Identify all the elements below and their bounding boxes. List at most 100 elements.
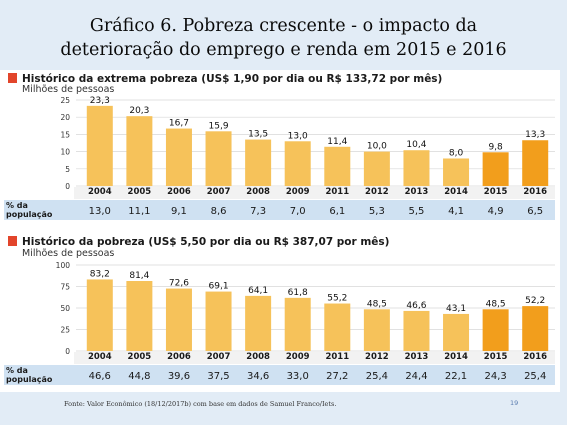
x-tick-label: 2011 bbox=[325, 352, 349, 362]
x-tick-label: 2016 bbox=[523, 187, 547, 197]
population-percent-value: 24,3 bbox=[484, 371, 506, 382]
bar bbox=[522, 306, 549, 351]
row-label: população bbox=[6, 375, 53, 384]
y-tick-label: 50 bbox=[60, 304, 70, 313]
x-tick-label: 2011 bbox=[325, 187, 349, 197]
slide-title: Gráfico 6. Pobreza crescente - o impacto… bbox=[0, 14, 567, 62]
population-percent-value: 44,8 bbox=[128, 371, 150, 382]
bar bbox=[403, 150, 430, 186]
bar bbox=[165, 288, 192, 351]
x-tick-label: 2006 bbox=[167, 352, 191, 362]
bar bbox=[522, 140, 549, 186]
bar-value-label: 10,4 bbox=[406, 140, 426, 150]
bar-value-label: 15,9 bbox=[209, 121, 229, 131]
y-tick-label: 100 bbox=[56, 261, 71, 270]
y-tick-label: 0 bbox=[65, 347, 70, 356]
population-percent-value: 22,1 bbox=[445, 371, 467, 382]
bar-value-label: 48,5 bbox=[486, 299, 506, 309]
bar bbox=[126, 280, 153, 351]
chart-title: Histórico da extrema pobreza (US$ 1,90 p… bbox=[22, 73, 442, 85]
population-percent-value: 24,4 bbox=[405, 371, 427, 382]
population-percent-value: 4,9 bbox=[488, 206, 504, 217]
bar-value-label: 20,3 bbox=[129, 106, 149, 116]
population-percent-value: 25,4 bbox=[366, 371, 388, 382]
population-row-band bbox=[4, 365, 555, 385]
population-percent-value: 46,6 bbox=[89, 371, 111, 382]
bar-value-label: 72,6 bbox=[169, 279, 189, 289]
bar bbox=[245, 295, 272, 351]
bar-value-label: 23,3 bbox=[90, 96, 110, 106]
bar-value-label: 43,1 bbox=[446, 304, 466, 314]
bar bbox=[165, 128, 192, 186]
bar bbox=[245, 139, 272, 186]
bar bbox=[363, 309, 390, 351]
bar bbox=[482, 152, 509, 186]
bar bbox=[482, 309, 509, 351]
bar-value-label: 13,3 bbox=[525, 130, 545, 140]
x-tick-label: 2005 bbox=[128, 187, 152, 197]
bar bbox=[324, 303, 351, 351]
x-tick-label: 2004 bbox=[88, 352, 112, 362]
bar-value-label: 69,1 bbox=[209, 282, 229, 292]
population-percent-value: 11,1 bbox=[128, 206, 150, 217]
bar-value-label: 13,0 bbox=[288, 131, 308, 141]
x-tick-label: 2008 bbox=[246, 187, 270, 197]
bar-value-label: 16,7 bbox=[169, 119, 189, 129]
population-percent-value: 9,1 bbox=[171, 206, 187, 217]
population-percent-value: 6,5 bbox=[527, 206, 543, 217]
bar bbox=[324, 146, 351, 186]
x-tick-label: 2007 bbox=[207, 352, 231, 362]
population-percent-value: 5,3 bbox=[369, 206, 385, 217]
population-row-band bbox=[4, 200, 555, 220]
bar bbox=[443, 158, 470, 186]
population-percent-value: 6,1 bbox=[329, 206, 345, 217]
population-percent-value: 25,4 bbox=[524, 371, 546, 382]
population-percent-value: 5,5 bbox=[409, 206, 425, 217]
row-label: população bbox=[6, 210, 53, 219]
population-percent-value: 39,6 bbox=[168, 371, 190, 382]
population-percent-value: 33,0 bbox=[287, 371, 309, 382]
bar bbox=[284, 297, 311, 351]
y-tick-label: 75 bbox=[60, 283, 70, 292]
y-tick-label: 25 bbox=[60, 96, 70, 105]
bar bbox=[205, 291, 232, 351]
population-percent-value: 7,3 bbox=[250, 206, 266, 217]
population-percent-value: 27,2 bbox=[326, 371, 348, 382]
x-tick-label: 2012 bbox=[365, 187, 389, 197]
population-percent-value: 7,0 bbox=[290, 206, 306, 217]
source-note: Fonte: Valor Econômico (18/12/2017b) com… bbox=[64, 400, 337, 408]
bar bbox=[86, 105, 113, 186]
x-tick-label: 2009 bbox=[286, 352, 310, 362]
title-marker-icon bbox=[8, 236, 17, 246]
title-marker-icon bbox=[8, 73, 17, 83]
bar bbox=[126, 116, 153, 186]
x-tick-label: 2005 bbox=[128, 352, 152, 362]
x-tick-label: 2015 bbox=[484, 187, 508, 197]
x-tick-label: 2014 bbox=[444, 187, 468, 197]
bar-value-label: 81,4 bbox=[129, 271, 149, 281]
x-tick-label: 2014 bbox=[444, 352, 468, 362]
category-axis-strip bbox=[74, 352, 555, 364]
population-percent-value: 37,5 bbox=[207, 371, 229, 382]
x-tick-label: 2006 bbox=[167, 187, 191, 197]
chart-title: Histórico da pobreza (US$ 5,50 por dia o… bbox=[22, 236, 389, 248]
population-percent-value: 34,6 bbox=[247, 371, 269, 382]
bar-value-label: 48,5 bbox=[367, 299, 387, 309]
bar-value-label: 64,1 bbox=[248, 286, 268, 296]
bar-value-label: 13,5 bbox=[248, 130, 268, 140]
bar-value-label: 11,4 bbox=[327, 137, 347, 147]
x-tick-label: 2013 bbox=[405, 352, 429, 362]
bar-value-label: 55,2 bbox=[327, 294, 347, 304]
bar bbox=[86, 279, 113, 351]
slide-title-line-1: Gráfico 6. Pobreza crescente - o impacto… bbox=[89, 16, 478, 36]
bar bbox=[284, 141, 311, 186]
bar-value-label: 8,0 bbox=[449, 148, 464, 158]
bar-value-label: 10,0 bbox=[367, 142, 387, 152]
y-tick-label: 0 bbox=[65, 182, 70, 191]
chart-card bbox=[0, 70, 560, 392]
bar-value-label: 52,2 bbox=[525, 296, 545, 306]
x-tick-label: 2004 bbox=[88, 187, 112, 197]
bar bbox=[363, 151, 390, 186]
bar-value-label: 83,2 bbox=[90, 269, 110, 279]
x-tick-label: 2015 bbox=[484, 352, 508, 362]
